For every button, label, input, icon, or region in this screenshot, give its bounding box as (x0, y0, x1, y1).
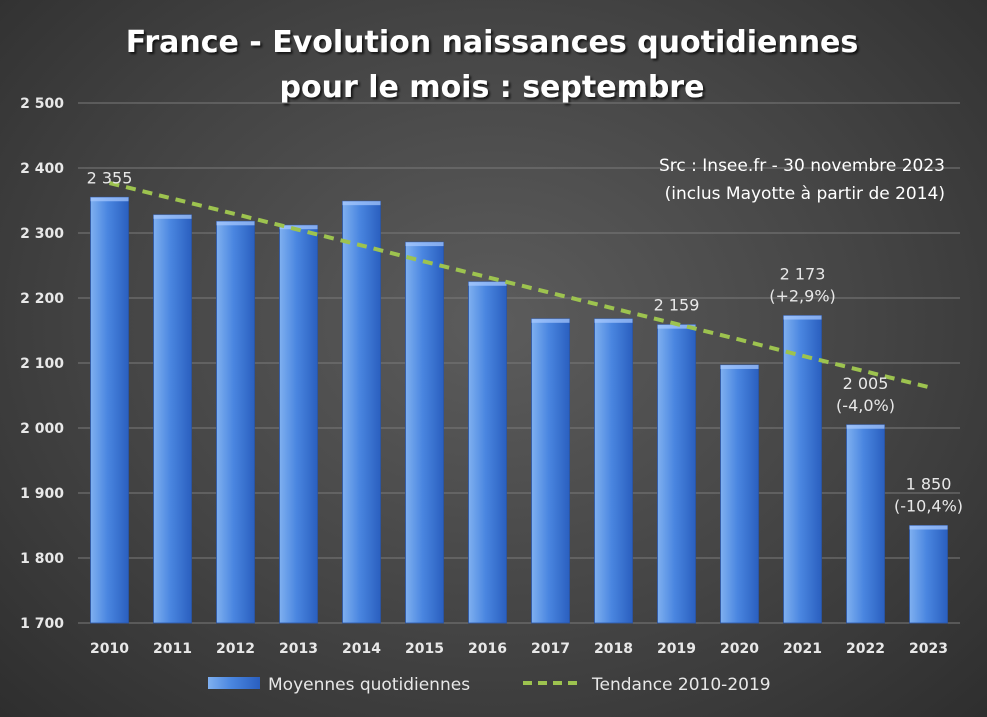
bar-cap-2019 (657, 324, 696, 329)
bar-2012 (216, 220, 255, 624)
y-tick-label: 2 000 (20, 421, 64, 437)
bar-2014 (342, 200, 381, 624)
bar-series (90, 196, 948, 624)
bar-2016 (468, 281, 507, 624)
x-tick-label: 2015 (405, 641, 444, 657)
data-label-2021: 2 173 (780, 265, 826, 284)
bar-cap-2014 (342, 201, 381, 206)
x-tick-label: 2013 (279, 641, 318, 657)
x-tick-label: 2022 (846, 641, 885, 657)
chart-title-line-2: pour le mois : septembre (280, 70, 705, 105)
bar-cap-2017 (531, 318, 570, 323)
bar-cap-2020 (720, 364, 759, 369)
bar-2021 (783, 315, 822, 624)
x-tick-label: 2021 (783, 641, 822, 657)
source-note-line-1: Src : Insee.fr - 30 novembre 2023 (659, 156, 945, 176)
x-tick-label: 2020 (720, 641, 759, 657)
bar-2020 (720, 364, 759, 624)
bar-2010 (90, 196, 129, 624)
data-label-2023: (-10,4%) (894, 497, 963, 516)
bar-cap-2022 (846, 424, 885, 429)
x-tick-label: 2017 (531, 641, 570, 657)
x-tick-label: 2016 (468, 641, 507, 657)
x-tick-label: 2018 (594, 641, 633, 657)
y-axis-ticks: 1 700 1 800 1 900 2 000 2 100 2 200 2 300 2 400… (20, 96, 64, 632)
y-tick-label: 2 400 (20, 161, 64, 177)
y-tick-label: 1 800 (20, 551, 64, 567)
data-label-2021: (+2,9%) (769, 287, 836, 306)
data-label-2022: 2 005 (843, 374, 889, 393)
data-label-2010: 2 355 (87, 168, 133, 187)
trend-line (109, 181, 929, 390)
bar-2017 (531, 318, 570, 624)
data-label-2022: (-4,0%) (836, 396, 895, 415)
bar-cap-2016 (468, 281, 507, 286)
bar-cap-2018 (594, 318, 633, 323)
x-tick-label: 2010 (90, 641, 129, 657)
bar-2011 (153, 214, 192, 624)
x-axis-ticks: 2010 2011 2012 2013 2014 2015 2016 2017 2018 2019… (90, 641, 948, 657)
bar-cap-2011 (153, 214, 192, 219)
legend-bar-swatch (208, 677, 260, 689)
legend: Moyennes quotidiennes Tendance 2010-2019 (208, 675, 771, 695)
bar-2013 (279, 224, 318, 624)
x-tick-label: 2012 (216, 641, 255, 657)
y-tick-label: 1 900 (20, 486, 64, 502)
bar-2018 (594, 318, 633, 624)
trend-series (109, 181, 929, 390)
x-tick-label: 2014 (342, 641, 381, 657)
bar-2015 (405, 241, 444, 624)
legend-bar-label: Moyennes quotidiennes (268, 675, 470, 695)
bar-2019 (657, 324, 696, 624)
y-tick-label: 2 100 (20, 356, 64, 372)
x-tick-label: 2019 (657, 641, 696, 657)
x-tick-label: 2011 (153, 641, 192, 657)
bar-cap-2010 (90, 197, 129, 202)
y-tick-label: 2 200 (20, 291, 64, 307)
bar-cap-2015 (405, 242, 444, 247)
chart-title-line-1: France - Evolution naissances quotidienn… (126, 25, 859, 60)
bar-2022 (846, 424, 885, 624)
data-label-2019: 2 159 (654, 296, 700, 315)
bar-cap-2023 (909, 525, 948, 530)
source-note-line-2: (inclus Mayotte à partir de 2014) (665, 184, 945, 204)
x-tick-label: 2023 (909, 641, 948, 657)
y-tick-label: 2 500 (20, 96, 64, 112)
bar-cap-2012 (216, 221, 255, 226)
data-label-2023: 1 850 (906, 475, 952, 494)
bar-cap-2013 (279, 225, 318, 230)
bar-cap-2021 (783, 315, 822, 320)
data-labels: 2 355 2 159 2 173 (+2,9%) 2 005 (-4,0%) 1 850 (… (87, 168, 963, 515)
y-tick-label: 2 300 (20, 226, 64, 242)
y-tick-label: 1 700 (20, 616, 64, 632)
bar-2023 (909, 525, 948, 624)
legend-trend-label: Tendance 2010-2019 (591, 675, 771, 695)
